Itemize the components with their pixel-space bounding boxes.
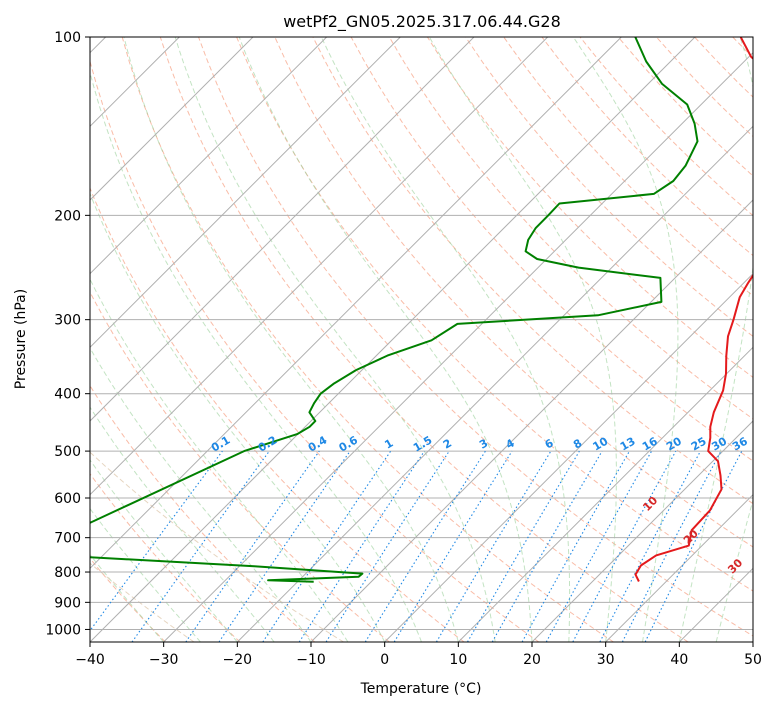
- y-tick-label: 500: [54, 444, 81, 460]
- mixing-ratio-line: [521, 450, 630, 642]
- x-tick-label: 20: [523, 652, 541, 668]
- dry-adiabat-line: [159, 37, 689, 642]
- moist-adiabat-line: [174, 37, 496, 642]
- mixing-ratio-line: [90, 450, 223, 632]
- isotherm-line: [90, 37, 549, 496]
- dry-adiabat-line: [236, 37, 753, 592]
- background-curve-line: [90, 451, 344, 642]
- moist-adiabat-line: [90, 406, 275, 642]
- moist-adiabat-label: 40: [773, 582, 775, 602]
- moist-adiabat-line: [90, 507, 201, 642]
- plot-background: [90, 37, 753, 642]
- isotherm-line: [752, 641, 753, 642]
- moist-adiabat-line: [90, 553, 165, 642]
- dry-adiabat-line: [90, 59, 540, 642]
- mixing-ratio-line: [131, 450, 270, 642]
- mixing-ratio-line: [262, 450, 392, 642]
- isotherm-line: [90, 37, 696, 642]
- isotherm-line: [310, 199, 753, 642]
- dry-adiabat-line: [90, 472, 241, 642]
- axis-ticks: −40 −30 −20 −10 0 10 20 30 40 50 100 200 300 400 500 60…: [45, 30, 762, 668]
- y-tick-label: 300: [54, 313, 81, 329]
- y-tick-label: 900: [54, 595, 81, 611]
- mixing-ratio-line: [218, 450, 351, 642]
- y-tick-label: 200: [54, 208, 81, 224]
- isotherm-line: [90, 37, 622, 570]
- x-tick-label: 30: [597, 652, 615, 668]
- isotherm-line: [163, 51, 753, 642]
- moist-adiabat-line: [320, 37, 571, 642]
- y-tick-label: 1000: [45, 622, 81, 638]
- x-tick-label: 10: [449, 652, 467, 668]
- dry-adiabat-line: [121, 37, 614, 642]
- x-tick-label: 50: [744, 652, 762, 668]
- y-tick-label: 800: [54, 565, 81, 581]
- moist-adiabat-line: [715, 497, 753, 642]
- y-tick-label: 100: [54, 30, 81, 46]
- moist-adiabat-line: [678, 37, 753, 642]
- dry-adiabat-line: [426, 37, 753, 378]
- isotherm-line: [384, 272, 753, 642]
- chart-title: wetPf2_GN05.2025.317.06.44.G28: [283, 12, 561, 32]
- y-tick-label: 600: [54, 491, 81, 507]
- mixing-ratio-line: [325, 450, 450, 642]
- moist-adiabat-line: [428, 37, 617, 642]
- sounding-profiles: [90, 37, 753, 583]
- dry-adiabat-line: [503, 37, 753, 297]
- x-tick-label: −30: [149, 652, 179, 668]
- y-tick-label: 400: [54, 387, 81, 403]
- dry-adiabat-line: [90, 384, 316, 642]
- y-axis-label: Pressure (hPa): [13, 289, 29, 389]
- dry-adiabat-line: [90, 186, 465, 642]
- dry-adiabat-line: [90, 291, 390, 642]
- moist-adiabat-line: [90, 278, 349, 642]
- x-tick-label: −40: [75, 652, 105, 668]
- dry-adiabat-line: [90, 557, 166, 642]
- x-tick-label: 0: [380, 652, 389, 668]
- isotherm-line: [605, 493, 753, 642]
- y-tick-label: 700: [54, 531, 81, 547]
- mixing-ratio-line: [393, 450, 513, 642]
- x-axis-label: Temperature (°C): [360, 681, 482, 697]
- dry-adiabat-line: [350, 37, 753, 462]
- mixing-ratio-line: [545, 450, 653, 642]
- isotherm-line: [90, 37, 475, 422]
- x-tick-label: 40: [670, 652, 688, 668]
- isotherm-line: [90, 37, 401, 349]
- x-tick-label: −20: [223, 652, 253, 668]
- dry-adiabat-line: [198, 37, 753, 637]
- mixing-ratio-line: [572, 450, 677, 642]
- isotherm-line: [90, 37, 254, 201]
- moist-adiabat-line: [90, 192, 386, 642]
- grid-lines: [90, 37, 753, 642]
- moist-adiabat-line: [238, 37, 533, 642]
- moist-adiabat-line: [90, 459, 238, 642]
- moist-adiabat-line: [123, 37, 459, 642]
- dewpoint-profile-line: [90, 37, 699, 583]
- isotherm-line: [90, 37, 328, 275]
- moist-adiabat-line: [572, 37, 679, 642]
- x-tick-label: −10: [296, 652, 326, 668]
- mixing-ratio-line: [185, 450, 320, 642]
- isotherm-line: [457, 346, 753, 642]
- temperature-profile-line: [634, 37, 753, 582]
- dry-adiabat-line: [771, 37, 775, 642]
- mixing-ratio-line: [298, 450, 425, 642]
- background-lines: [90, 37, 775, 642]
- plot-frame: [89, 36, 754, 643]
- moist-adiabat-line: [90, 70, 422, 642]
- isotherm-line: [531, 420, 753, 642]
- isotherm-line: [236, 125, 753, 642]
